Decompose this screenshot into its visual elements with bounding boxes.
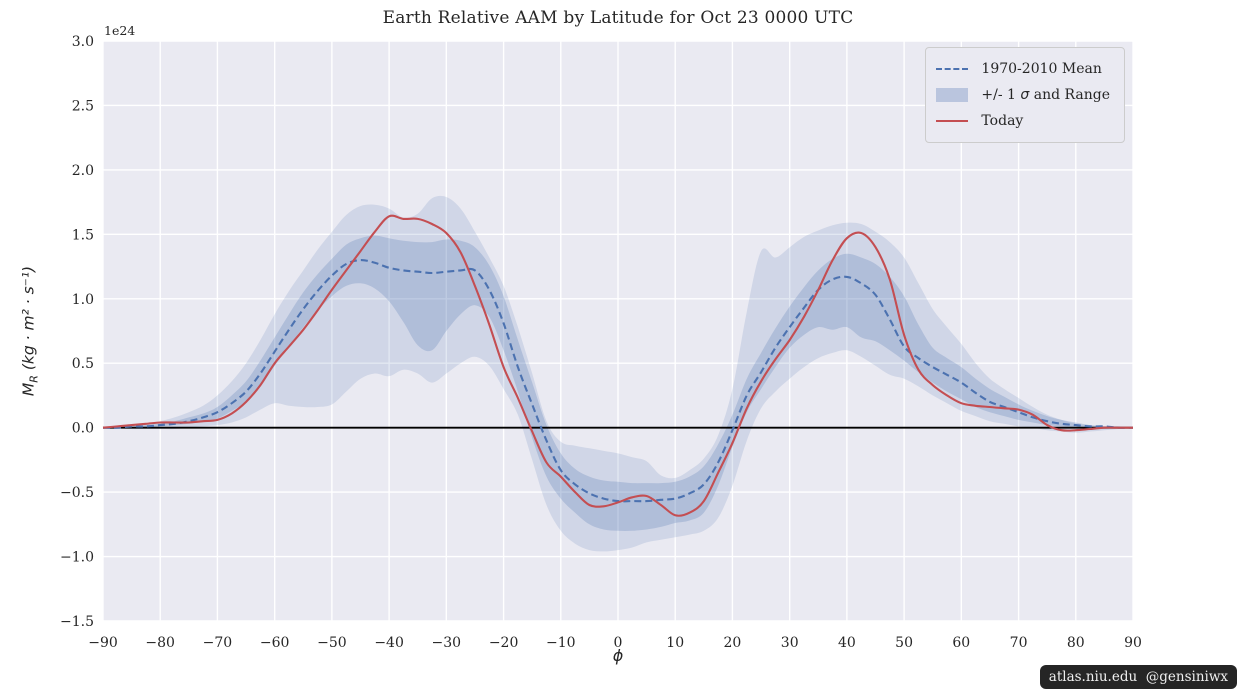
solid-line-legend-icon: [936, 120, 969, 122]
legend-label-sigma-range: +/- 1 σ and Range: [981, 87, 1110, 103]
y-axis-label-subscript: R: [27, 375, 41, 383]
legend-item-sigma-range: +/- 1 σ and Range: [936, 82, 1110, 108]
x-tick-label: −90: [88, 635, 118, 651]
x-tick-label: 50: [895, 635, 913, 651]
x-tick-label: −80: [145, 635, 175, 651]
y-tick-label: 2.5: [72, 98, 94, 114]
y-tick-label: 0.5: [72, 356, 94, 372]
legend-item-mean: 1970-2010 Mean: [936, 56, 1110, 82]
x-tick-label: 30: [781, 635, 799, 651]
sigma-symbol: σ: [1020, 87, 1030, 103]
y-tick-label: 0.0: [72, 421, 94, 437]
y-axis-label-var: M: [19, 382, 38, 397]
x-tick-label: 70: [1010, 635, 1028, 651]
x-tick-label: 90: [1124, 635, 1142, 651]
today-line: [102, 214, 1133, 517]
y-tick-label: −0.5: [60, 485, 94, 501]
x-tick-label: −10: [546, 635, 576, 651]
x-tick-label: 80: [1067, 635, 1085, 651]
range-band: [103, 195, 1133, 552]
x-tick-label: 40: [838, 635, 856, 651]
x-tick-label: 0: [614, 635, 623, 651]
x-tick-label: −20: [489, 635, 519, 651]
sigma-band: [103, 235, 1133, 531]
x-tick-label: −60: [260, 635, 290, 651]
x-tick-label: −40: [374, 635, 404, 651]
legend-label-mean: 1970-2010 Mean: [981, 61, 1102, 77]
x-tick-label: −70: [203, 635, 233, 651]
x-tick-label: −30: [432, 635, 462, 651]
y-axis-label-units: (kg · m² · s⁻¹): [19, 265, 38, 376]
y-axis-offset-label: 1e24: [104, 23, 136, 38]
x-tick-label: 20: [723, 635, 741, 651]
band-patch-legend-icon: [936, 88, 969, 102]
y-tick-label: 1.0: [72, 292, 94, 308]
legend-label-today: Today: [981, 113, 1024, 129]
x-axis-label: ϕ: [612, 646, 624, 665]
y-axis-label: MR (kg · m² · s⁻¹): [19, 266, 40, 396]
dashed-line-legend-icon: [936, 68, 969, 70]
legend-item-today: Today: [936, 108, 1110, 134]
y-tick-label: 1.5: [72, 227, 94, 243]
x-tick-label: 10: [666, 635, 684, 651]
mean-line: [102, 259, 1134, 503]
watermark-badge: atlas.niu.edu @gensiniwx: [1039, 665, 1237, 689]
chart-title: Earth Relative AAM by Latitude for Oct 2…: [382, 8, 854, 28]
y-tick-label: −1.0: [60, 550, 94, 566]
y-tick-label: 3.0: [72, 34, 94, 50]
y-tick-label: 2.0: [72, 163, 94, 179]
y-tick-label: −1.5: [60, 614, 94, 630]
x-tick-label: 60: [952, 635, 970, 651]
legend: 1970-2010 Mean +/- 1 σ and Range Today: [925, 47, 1125, 143]
x-tick-label: −50: [317, 635, 347, 651]
